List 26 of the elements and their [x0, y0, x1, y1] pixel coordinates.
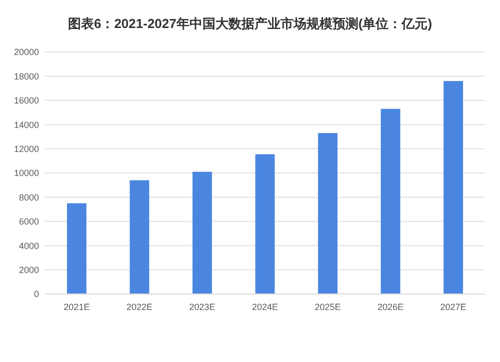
- chart-title: 图表6：2021-2027年中国大数据产业市场规模预测(单位：亿元): [68, 16, 432, 31]
- bar: [318, 133, 338, 294]
- y-tick-label: 20000: [14, 47, 39, 58]
- x-tick-label: 2021E: [64, 302, 90, 312]
- bar: [130, 180, 150, 294]
- y-tick-label: 10000: [14, 168, 39, 178]
- y-tick-label: 2000: [18, 264, 39, 275]
- y-tick-label: 12000: [14, 144, 39, 154]
- bar: [444, 81, 464, 294]
- x-tick-label: 2027E: [440, 302, 466, 312]
- y-tick-label: 0: [34, 289, 39, 300]
- y-tick-label: 16000: [14, 96, 39, 106]
- bar: [255, 154, 275, 294]
- x-tick-label: 2023E: [189, 302, 216, 312]
- x-tick-label: 2024E: [252, 302, 278, 312]
- y-tick-label: 6000: [18, 216, 39, 227]
- bar: [380, 108, 400, 294]
- y-tick-label: 8000: [18, 192, 39, 202]
- y-tick-label: 18000: [14, 71, 39, 82]
- y-tick-label: 4000: [18, 240, 39, 251]
- y-tick-label: 14000: [14, 120, 39, 130]
- x-tick-label: 2025E: [314, 302, 341, 312]
- bar: [192, 172, 212, 294]
- bar: [66, 203, 86, 294]
- x-tick-label: 2022E: [126, 302, 152, 312]
- x-tick-label: 2026E: [378, 302, 404, 312]
